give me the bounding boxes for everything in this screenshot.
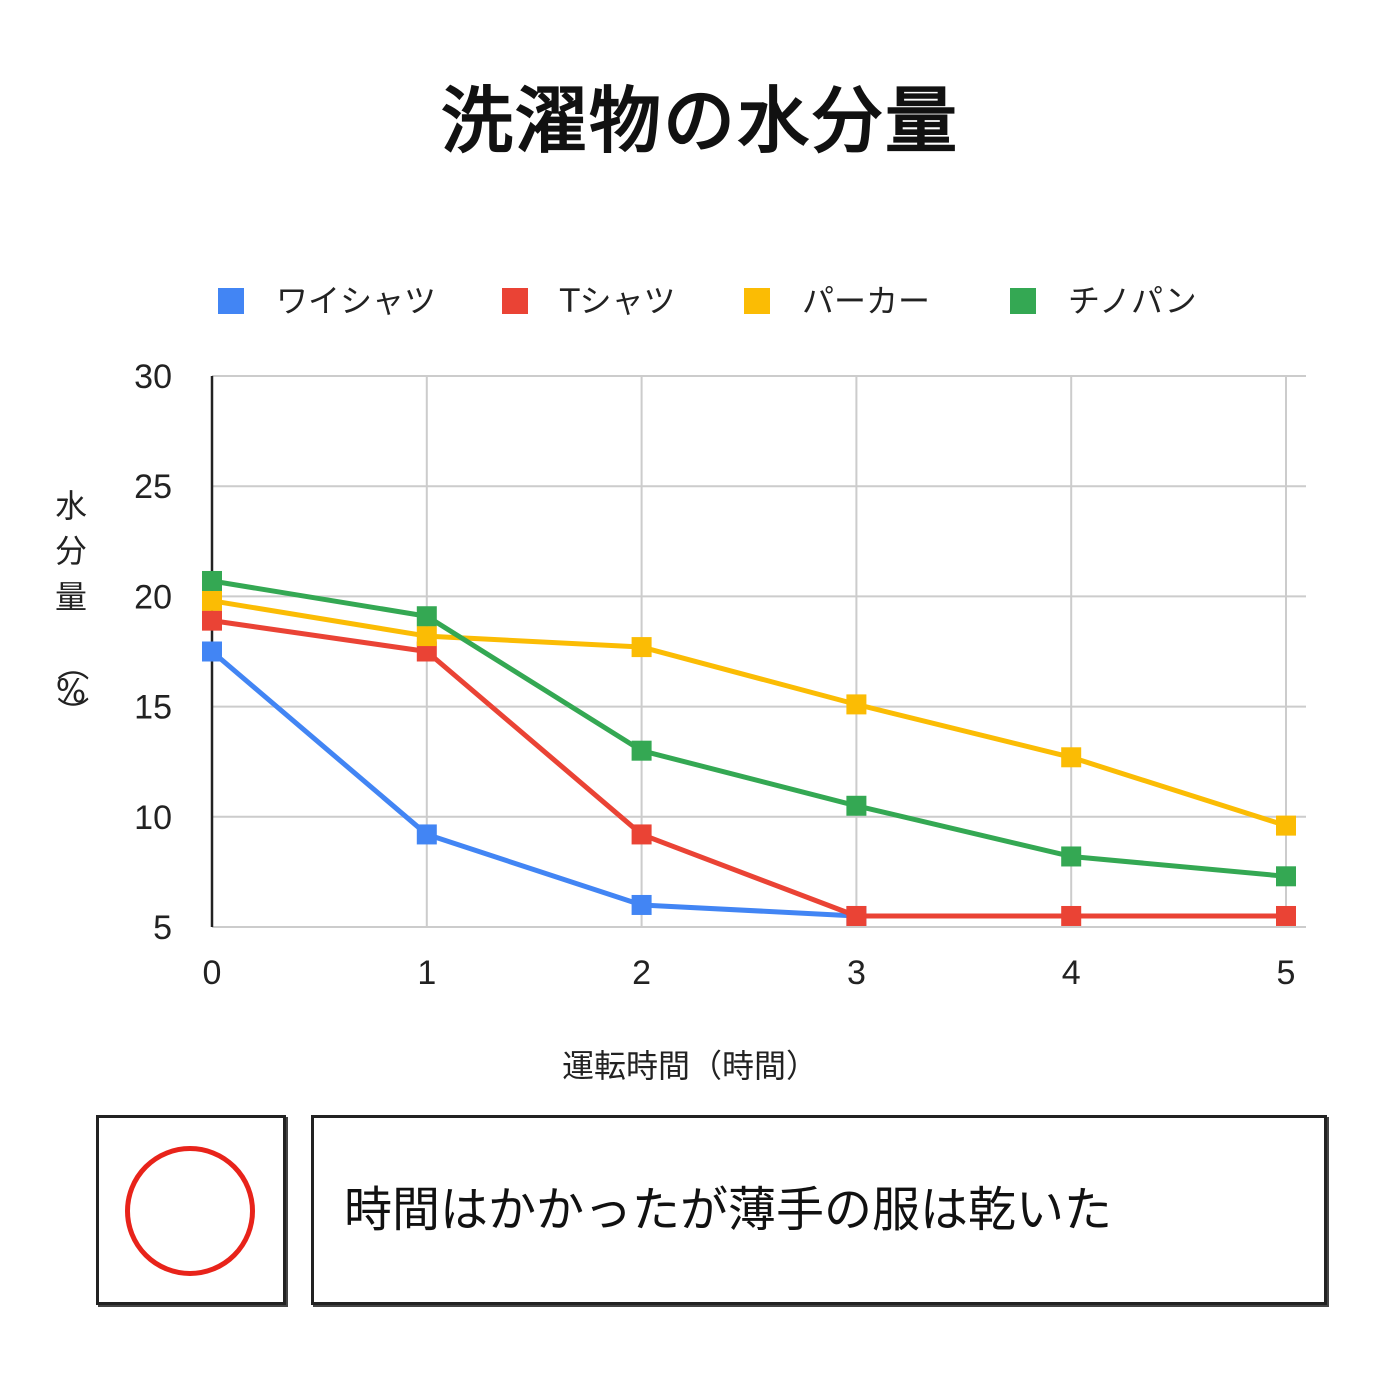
x-tick-label: 0: [203, 954, 222, 992]
series-line: [209, 598, 1289, 829]
legend-item: チノパン: [1010, 282, 1197, 320]
legend-item: パーカー: [744, 282, 930, 320]
x-axis-label: 運転時間（時間）: [562, 1047, 818, 1085]
comment-box: 時間はかかったが薄手の服は乾いた: [311, 1115, 1327, 1305]
data-point: [202, 641, 222, 662]
x-tick-label: 1: [417, 954, 436, 992]
line-chart: ワイシャツ Tシャツ パーカー チノパン 5 10 15 20 25 30 0 1 2 3 4 5 水分量 （…: [53, 282, 1306, 1085]
data-point: [846, 694, 867, 715]
data-point: [416, 641, 437, 662]
data-point: [846, 905, 867, 926]
chart-series: [202, 570, 1296, 926]
y-tick-label: 20: [134, 578, 172, 616]
y-tick-label: 30: [134, 358, 172, 396]
series-line: [209, 649, 859, 919]
data-point: [202, 610, 222, 631]
series-2: [202, 610, 1296, 926]
chart-grid: [212, 375, 1306, 928]
x-tick-label: 4: [1062, 954, 1081, 992]
data-point: [1276, 866, 1296, 887]
x-tick-label: 2: [632, 954, 651, 992]
data-point: [631, 824, 652, 845]
legend-swatch: [502, 288, 528, 314]
y-axis-label: 水分量 （%）: [53, 487, 91, 728]
legend-label: パーカー: [802, 282, 930, 320]
legend: ワイシャツ Tシャツ パーカー チノパン: [218, 282, 1197, 320]
y-axis-label-char: 量: [55, 578, 87, 616]
legend-swatch: [1010, 288, 1036, 314]
data-point: [1061, 905, 1082, 926]
data-point: [631, 637, 652, 658]
data-point: [1276, 905, 1296, 926]
legend-swatch: [218, 288, 244, 314]
legend-label: チノパン: [1068, 282, 1197, 320]
data-point: [1061, 747, 1082, 768]
data-point: [1061, 846, 1082, 867]
chart-title: 洗濯物の水分量: [440, 79, 959, 163]
legend-label: Tシャツ: [559, 282, 676, 320]
data-point: [1276, 815, 1296, 836]
series-line: [209, 618, 1289, 919]
y-axis-label-char: %: [56, 672, 86, 710]
y-axis-label-char: ）: [53, 696, 91, 728]
legend-label: ワイシャツ: [276, 282, 436, 320]
comment-text: 時間はかかったが薄手の服は乾いた: [344, 1182, 1113, 1238]
y-axis-label-char: 分: [55, 532, 87, 570]
series-3: [202, 590, 1296, 836]
y-tick-label: 10: [134, 799, 172, 837]
y-tick-label: 15: [134, 689, 172, 727]
y-axis-label-char: （: [53, 649, 91, 681]
series-4: [202, 570, 1296, 887]
data-point: [631, 740, 652, 761]
x-tick-label: 5: [1277, 954, 1296, 992]
y-tick-label: 25: [134, 468, 172, 506]
y-axis-label-char: 水: [55, 487, 87, 525]
series-line: [209, 578, 1289, 879]
data-point: [416, 606, 437, 627]
data-point: [846, 795, 867, 816]
data-point: [631, 894, 652, 915]
x-tick-label: 3: [847, 954, 866, 992]
data-point: [416, 824, 437, 845]
chart-axes: 5 10 15 20 25 30 0 1 2 3 4 5: [134, 358, 1295, 992]
data-point: [416, 626, 437, 647]
legend-item: ワイシャツ: [218, 282, 436, 320]
evaluation-mark-box: [96, 1115, 286, 1305]
legend-item: Tシャツ: [502, 282, 676, 320]
data-point: [202, 590, 222, 611]
y-tick-label: 5: [153, 909, 172, 947]
data-point: [202, 570, 222, 591]
circle-mark-icon: [125, 1146, 255, 1276]
legend-swatch: [744, 288, 770, 314]
